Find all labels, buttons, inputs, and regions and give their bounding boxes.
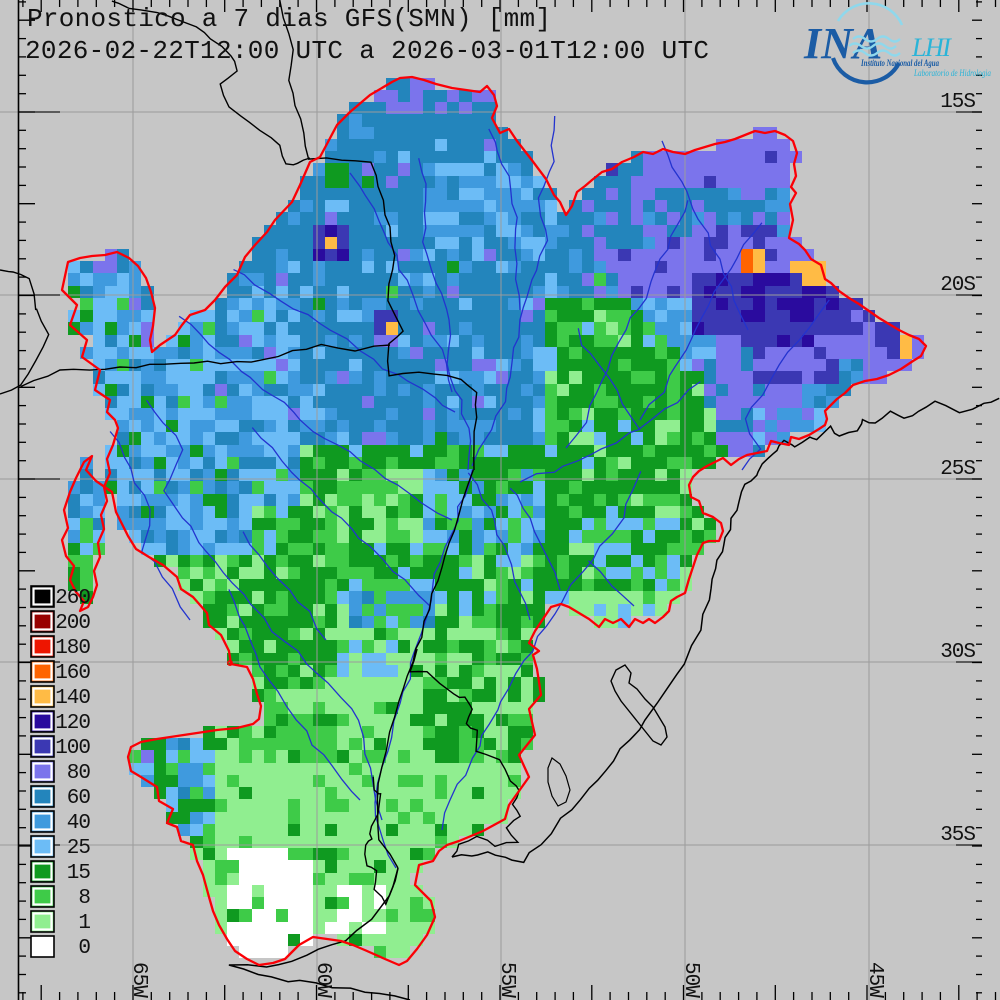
svg-text:20S: 20S xyxy=(940,274,975,297)
svg-text:180: 180 xyxy=(55,637,90,660)
svg-text:60W: 60W xyxy=(311,962,334,998)
svg-text:140: 140 xyxy=(55,687,90,710)
svg-text:Laboratorio de Hidrologia: Laboratorio de Hidrologia xyxy=(913,68,991,78)
svg-text:50W: 50W xyxy=(679,962,702,998)
svg-text:55W: 55W xyxy=(495,962,518,998)
svg-text:80: 80 xyxy=(67,762,91,785)
svg-text:160: 160 xyxy=(55,662,90,685)
svg-text:INA: INA xyxy=(803,19,882,68)
svg-text:0: 0 xyxy=(78,937,90,960)
svg-text:100: 100 xyxy=(55,737,90,760)
svg-text:260: 260 xyxy=(55,587,90,610)
svg-text:25S: 25S xyxy=(940,458,975,481)
svg-text:LHI: LHI xyxy=(911,33,952,62)
svg-text:15: 15 xyxy=(67,862,91,885)
svg-text:Pronostico a 7 dias GFS(SMN) [: Pronostico a 7 dias GFS(SMN) [mm] xyxy=(27,4,551,34)
svg-text:Instituto Nacional del Agua: Instituto Nacional del Agua xyxy=(860,59,939,69)
svg-text:60: 60 xyxy=(67,787,91,810)
svg-text:40: 40 xyxy=(67,812,91,835)
svg-text:30S: 30S xyxy=(940,641,975,664)
svg-text:35S: 35S xyxy=(940,824,975,847)
svg-text:25: 25 xyxy=(67,837,91,860)
svg-text:65W: 65W xyxy=(127,962,150,998)
svg-text:1: 1 xyxy=(78,912,90,935)
svg-text:8: 8 xyxy=(78,887,90,910)
svg-text:2026-02-22T12:00 UTC a 2026-03: 2026-02-22T12:00 UTC a 2026-03-01T12:00 … xyxy=(25,36,709,66)
svg-text:15S: 15S xyxy=(940,91,975,114)
svg-text:45W: 45W xyxy=(863,962,886,998)
svg-text:120: 120 xyxy=(55,712,90,735)
svg-text:200: 200 xyxy=(55,612,90,635)
